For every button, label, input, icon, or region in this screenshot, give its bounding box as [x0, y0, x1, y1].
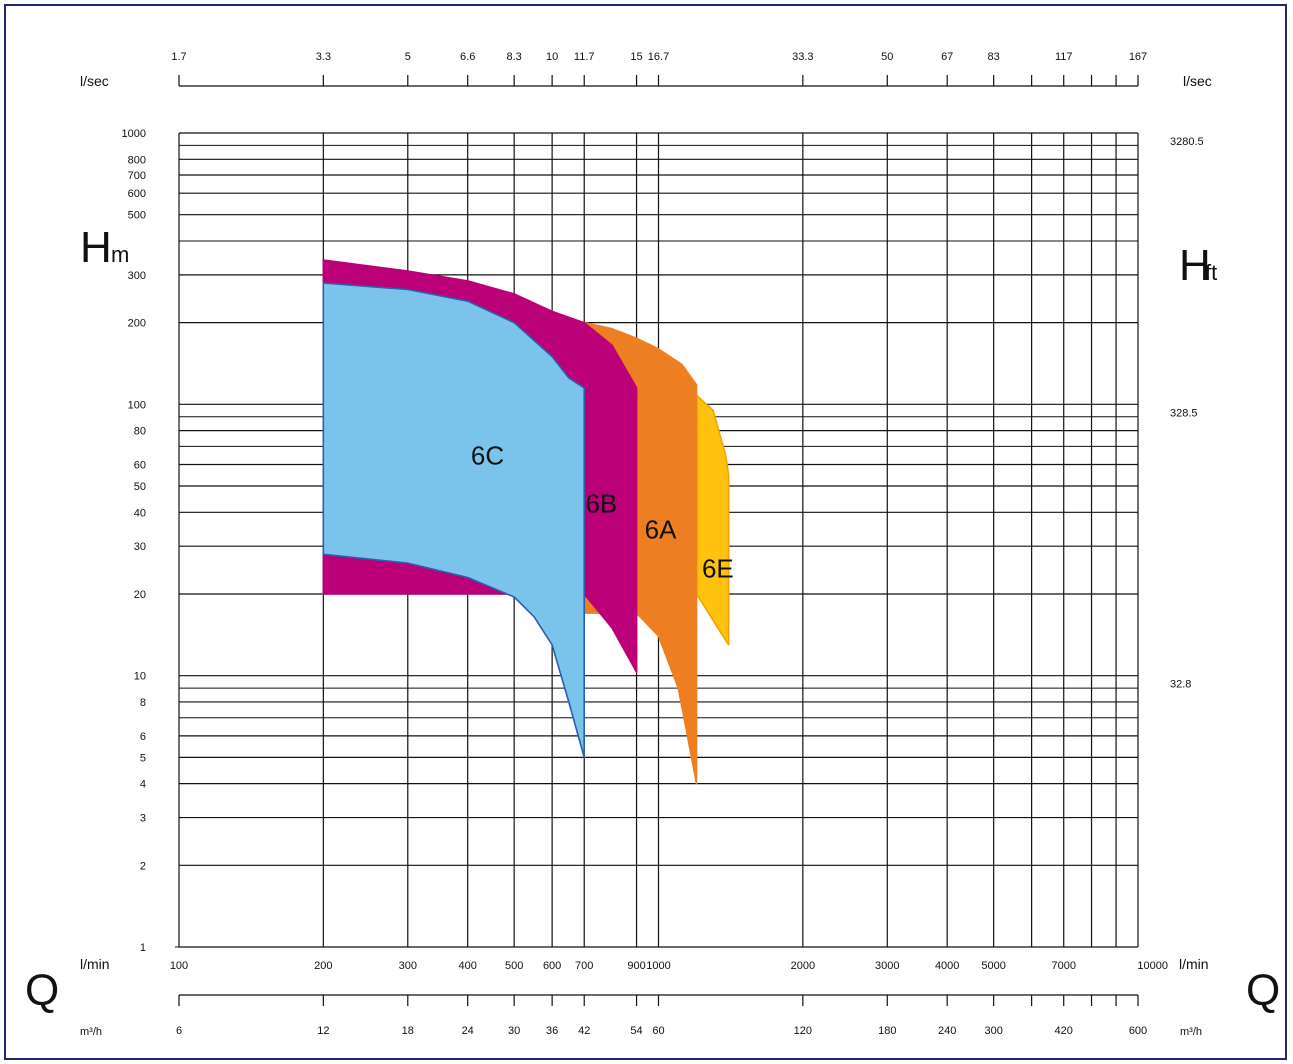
- y-right-tick-label: 3280.5: [1170, 136, 1204, 148]
- y-tick-label: 100: [128, 399, 146, 411]
- y-tick-label: 1000: [122, 128, 146, 140]
- bottom-right-unit: l/min: [1179, 956, 1209, 972]
- top-tick-label: 5: [405, 51, 411, 63]
- x-tick-label: 500: [505, 960, 523, 972]
- y-tick-label: 50: [134, 481, 146, 493]
- m3h-tick-label: 6: [176, 1025, 182, 1037]
- region-label-6e: 6E: [702, 554, 734, 584]
- head-right-symbol: H: [1179, 241, 1211, 290]
- x-tick-label: 2000: [791, 960, 815, 972]
- region-label-6c: 6C: [471, 441, 504, 471]
- head-left-symbol: H: [80, 223, 112, 272]
- y-tick-label: 60: [134, 460, 146, 472]
- m3h-tick-label: 24: [462, 1025, 474, 1037]
- m3h-tick-label: 60: [652, 1025, 664, 1037]
- axes: 1234568102030405060801002003005006007008…: [122, 51, 1204, 1037]
- y-tick-label: 800: [128, 154, 146, 166]
- y-tick-label: 80: [134, 426, 146, 438]
- top-right-unit: l/sec: [1183, 73, 1212, 89]
- x-tick-label: 7000: [1051, 960, 1075, 972]
- top-tick-label: 16.7: [648, 51, 669, 63]
- y-tick-label: 700: [128, 170, 146, 182]
- top-tick-label: 50: [881, 51, 893, 63]
- y-tick-label: 8: [140, 697, 146, 709]
- m3h-tick-label: 300: [984, 1025, 1002, 1037]
- y-tick-label: 500: [128, 210, 146, 222]
- x-tick-label: 4000: [935, 960, 959, 972]
- y-tick-label: 10: [134, 671, 146, 683]
- bottom-left-unit: l/min: [80, 956, 110, 972]
- top-tick-label: 11.7: [574, 51, 595, 63]
- top-tick-label: 33.3: [792, 51, 813, 63]
- top-tick-label: 6.6: [460, 51, 475, 63]
- x-tick-label: 200: [314, 960, 332, 972]
- pump-regions: 6C 6B 6A 6E: [322, 259, 734, 785]
- region-6c: [322, 282, 585, 759]
- region-6e: [695, 394, 730, 646]
- y-tick-label: 6: [140, 731, 146, 743]
- x-tick-label: 100: [170, 960, 188, 972]
- m3h-tick-label: 54: [630, 1025, 642, 1037]
- y-tick-label: 20: [134, 589, 146, 601]
- x-tick-label: 3000: [875, 960, 899, 972]
- y-tick-label: 1: [140, 942, 146, 954]
- x-tick-label: 700: [575, 960, 593, 972]
- x-tick-label: 600: [543, 960, 561, 972]
- grid-lines: [178, 132, 1139, 948]
- flow-right-symbol: Q: [1246, 966, 1280, 1015]
- top-tick-label: 67: [941, 51, 953, 63]
- region-label-6a: 6A: [645, 515, 677, 545]
- head-left-unit: m: [111, 242, 129, 267]
- y-right-tick-label: 32.8: [1170, 679, 1191, 691]
- m3h-tick-label: 600: [1129, 1025, 1147, 1037]
- x-tick-label: 1000: [646, 960, 670, 972]
- y-tick-label: 300: [128, 270, 146, 282]
- y-tick-label: 30: [134, 541, 146, 553]
- y-tick-label: 600: [128, 188, 146, 200]
- y-tick-label: 4: [140, 779, 146, 791]
- flow-left-symbol: Q: [25, 966, 59, 1015]
- m3h-right-unit: m³/h: [1180, 1026, 1202, 1038]
- top-tick-label: 3.3: [316, 51, 331, 63]
- x-tick-label: 400: [459, 960, 477, 972]
- top-tick-label: 117: [1055, 51, 1073, 63]
- top-tick-label: 167: [1129, 51, 1147, 63]
- m3h-tick-label: 12: [317, 1025, 329, 1037]
- m3h-tick-label: 42: [578, 1025, 590, 1037]
- y-tick-label: 200: [128, 318, 146, 330]
- m3h-tick-label: 36: [546, 1025, 558, 1037]
- x-tick-label: 10000: [1137, 960, 1168, 972]
- m3h-tick-label: 240: [938, 1025, 956, 1037]
- top-tick-label: 10: [546, 51, 558, 63]
- m3h-tick-label: 30: [508, 1025, 520, 1037]
- y-tick-label: 40: [134, 507, 146, 519]
- m3h-tick-label: 420: [1055, 1025, 1073, 1037]
- y-tick-label: 3: [140, 813, 146, 825]
- x-tick-label: 5000: [981, 960, 1005, 972]
- top-tick-label: 83: [988, 51, 1000, 63]
- top-left-unit: l/sec: [80, 73, 109, 89]
- top-tick-label: 1.7: [171, 51, 186, 63]
- chart-frame: [4, 4, 1287, 1060]
- m3h-tick-label: 18: [402, 1025, 414, 1037]
- m3h-tick-label: 180: [878, 1025, 896, 1037]
- y-right-tick-label: 328.5: [1170, 407, 1198, 419]
- top-tick-label: 8.3: [507, 51, 522, 63]
- head-right-unit: ft: [1205, 260, 1217, 285]
- m3h-tick-label: 120: [794, 1025, 812, 1037]
- y-tick-label: 5: [140, 752, 146, 764]
- top-tick-label: 15: [630, 51, 642, 63]
- x-tick-label: 300: [399, 960, 417, 972]
- y-tick-label: 2: [140, 860, 146, 872]
- m3h-left-unit: m³/h: [80, 1026, 102, 1038]
- x-tick-label: 900: [627, 960, 645, 972]
- region-label-6b: 6B: [585, 488, 617, 518]
